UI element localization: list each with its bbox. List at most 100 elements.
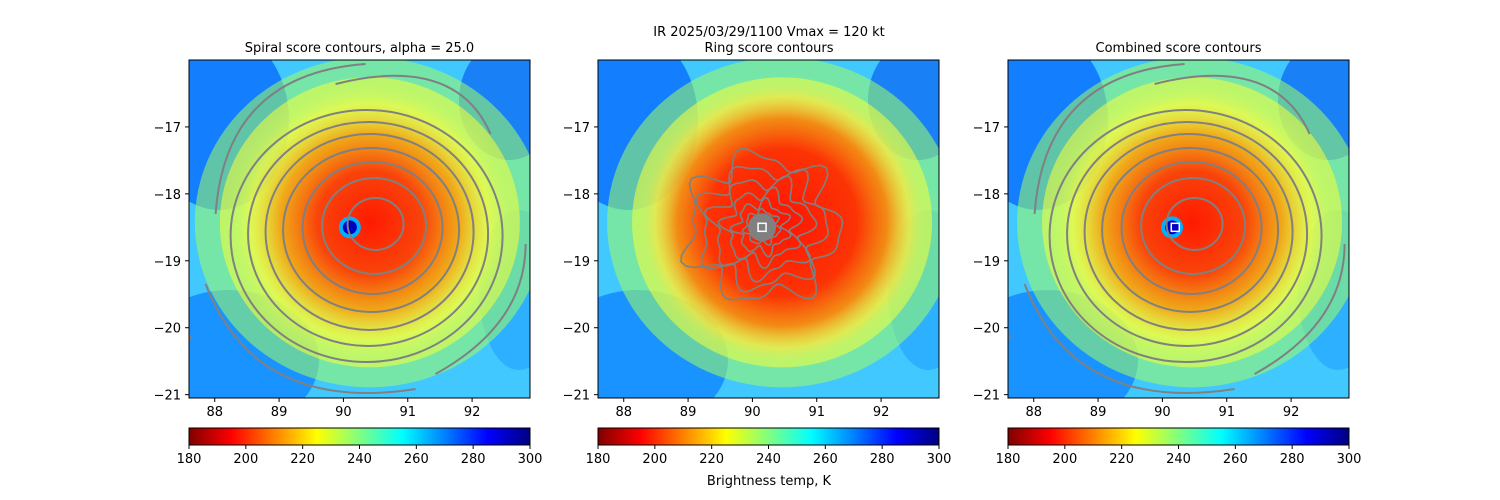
colorbar-bar (597, 427, 940, 446)
y-tick-label: −19 (154, 255, 181, 270)
colorbar-tick-label: 260 (813, 452, 838, 467)
contour-ring-4 (717, 186, 804, 270)
colorbar-tick-label: 240 (1166, 452, 1191, 467)
panel-title: Combined score contours (1096, 41, 1262, 56)
y-tick-label: −18 (973, 188, 1000, 203)
contour-ring-5 (729, 196, 792, 258)
suptitle-line2: Ring score contours (704, 41, 833, 56)
contour-spiral-3 (1023, 283, 1235, 394)
x-tick-label: 89 (680, 405, 697, 420)
contour-ring-4 (1101, 146, 1280, 313)
colorbar-tick-label: 260 (404, 452, 429, 467)
x-tick-label: 88 (615, 405, 632, 420)
y-tick-label: −21 (973, 389, 1000, 404)
contour-ring-3 (301, 160, 444, 295)
colorbar-tick-label: 300 (927, 452, 952, 467)
colorbar-tick-label: 300 (518, 452, 543, 467)
contour-ring-4 (282, 146, 461, 313)
y-tick-label: −21 (563, 389, 590, 404)
panel-3: Combined score contours 88 89 90 91 92 −17 −18 −… (973, 41, 1362, 467)
contour-ring-5 (1083, 132, 1294, 331)
x-tick-label: 92 (873, 405, 890, 420)
contour-spiral-2 (1033, 62, 1185, 215)
colorbar-tick-label: 240 (347, 452, 372, 467)
x-tick-label: 91 (808, 405, 825, 420)
y-tick-label: −19 (973, 255, 1000, 270)
axes-frame (1007, 59, 1350, 399)
panels: Spiral score contours, alpha = 25.0 88 89 9… (154, 41, 1362, 467)
center-marker (757, 222, 767, 233)
colorbar-tick-label: 220 (290, 452, 315, 467)
colorbar-tick-label: 280 (1280, 452, 1305, 467)
axes-frame (597, 59, 940, 399)
colorbar-tick-label: 180 (586, 452, 611, 467)
contour-spiral-3 (204, 283, 416, 394)
colorbar-tick-label: 200 (642, 452, 667, 467)
axes-frame (188, 59, 531, 399)
y-tick-label: −18 (563, 188, 590, 203)
contour-ring-1 (1165, 196, 1224, 251)
panel-1: Spiral score contours, alpha = 25.0 88 89 9… (154, 41, 543, 467)
x-tick-label: 91 (1218, 405, 1235, 420)
colorbar-label: Brightness temp, K (707, 474, 832, 489)
x-tick-label: 90 (744, 405, 761, 420)
y-tick-label: −18 (154, 188, 181, 203)
y-tick-label: −21 (154, 389, 181, 404)
contour-spiral-5 (189, 330, 192, 340)
colorbar-tick-label: 240 (756, 452, 781, 467)
x-tick-label: 91 (399, 405, 416, 420)
y-tick-label: −19 (563, 255, 590, 270)
x-tick-label: 90 (1154, 405, 1171, 420)
contour-spiral-2 (214, 62, 366, 215)
colorbar-tick-label: 180 (996, 452, 1021, 467)
contour-ring-7 (229, 108, 504, 363)
suptitle-line1: IR 2025/03/29/1100 Vmax = 120 kt (653, 25, 884, 40)
contours (1008, 62, 1346, 394)
contour-ring-2 (1140, 176, 1247, 275)
panel-2: 88 89 90 91 92 −17 −18 −19 −20 −21 180 200 220 240 260… (563, 59, 952, 467)
x-tick-label: 92 (1283, 405, 1300, 420)
ring-peak (748, 213, 777, 242)
colorbar-tick-label: 200 (233, 452, 258, 467)
colorbar-bar (1007, 427, 1350, 446)
storm-core (219, 74, 520, 371)
x-tick-label: 88 (1025, 405, 1042, 420)
contour-spiral-1 (1154, 74, 1311, 135)
contour-ring-2 (694, 165, 830, 293)
storm-core (1042, 74, 1343, 371)
contour-spiral-4 (435, 243, 527, 375)
colorbar-tick-label: 260 (1223, 452, 1248, 467)
y-tick-label: −20 (563, 322, 590, 337)
contour-ring-6 (1066, 120, 1309, 347)
y-tick-label: −20 (154, 322, 181, 337)
contour-ring-3 (1120, 160, 1263, 295)
contour-ring-3 (703, 175, 818, 283)
colorbar-tick-label: 300 (1337, 452, 1362, 467)
colorbar-tick-label: 280 (461, 452, 486, 467)
contour-ring-6 (741, 207, 782, 246)
colorbar-tick-label: 180 (177, 452, 202, 467)
contour-ring-6 (247, 120, 490, 347)
eye (342, 220, 357, 235)
y-tick-label: −17 (973, 121, 1000, 136)
contour-ring-7 (1048, 108, 1323, 363)
contour-ring-2 (321, 176, 428, 275)
x-tick-label: 88 (206, 405, 223, 420)
colorbar-tick-label: 280 (870, 452, 895, 467)
y-tick-label: −20 (973, 322, 1000, 337)
x-tick-label: 89 (271, 405, 288, 420)
colorbar-tick-label: 220 (1109, 452, 1134, 467)
x-tick-label: 89 (1090, 405, 1107, 420)
contours (680, 147, 844, 301)
contour-spiral-5 (1008, 330, 1011, 340)
contours (189, 62, 527, 394)
colorbar-bar (188, 427, 531, 446)
contour-spiral-4 (1254, 243, 1346, 375)
storm-core (632, 74, 933, 371)
contour-spiral-1 (335, 74, 492, 135)
x-tick-label: 92 (464, 405, 481, 420)
panel-title: Spiral score contours, alpha = 25.0 (245, 41, 474, 56)
x-tick-label: 90 (335, 405, 352, 420)
center-marker (1170, 222, 1181, 233)
